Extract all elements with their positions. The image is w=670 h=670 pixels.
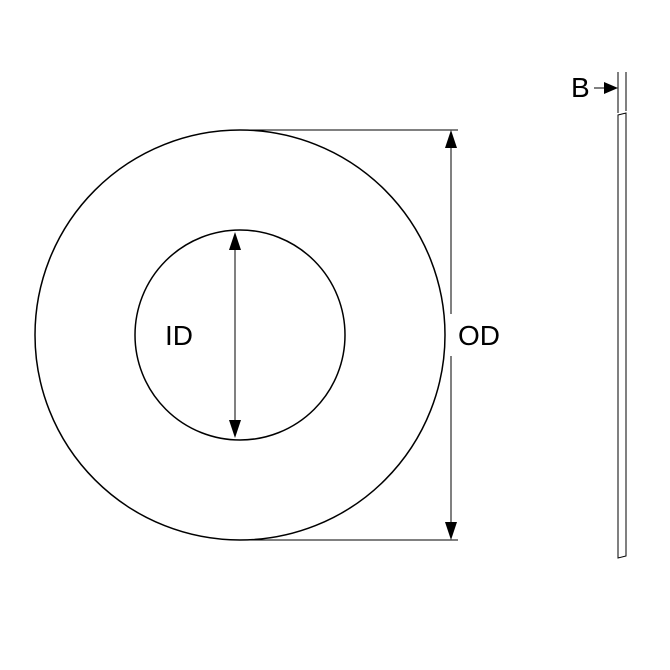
washer-side-view: [618, 113, 626, 558]
washer-outer-circle: [35, 130, 445, 540]
b-dimension: [594, 72, 626, 113]
b-label: B: [571, 72, 590, 104]
od-dimension: [445, 130, 457, 540]
id-dimension: [229, 232, 241, 438]
od-label: OD: [458, 320, 500, 352]
id-label: ID: [165, 320, 193, 352]
